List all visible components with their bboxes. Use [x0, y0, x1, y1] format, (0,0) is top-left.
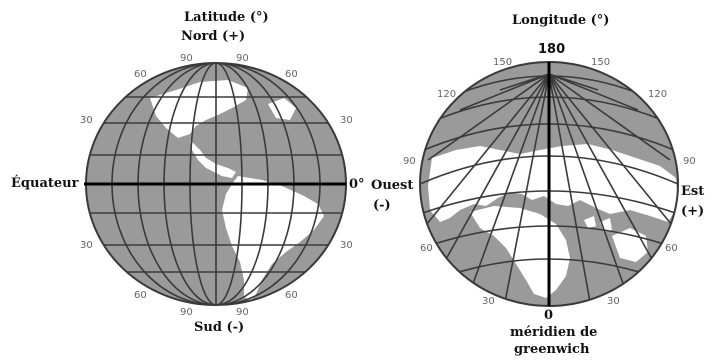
tick-30-right: 30	[607, 296, 620, 307]
tick-180: 180	[538, 42, 566, 57]
tick-120-right: 120	[648, 89, 668, 100]
zero-degree-label: 0°	[349, 177, 365, 192]
meridian-name-line2: greenwich	[514, 342, 590, 357]
latitude-globe	[84, 62, 347, 306]
tick-120-left: 120	[437, 89, 457, 100]
tick-mid-30-left: 30	[80, 115, 93, 126]
tick-low-30-left: 30	[80, 240, 93, 251]
north-label: Nord (+)	[181, 29, 246, 44]
tick-90-left: 90	[403, 156, 416, 167]
west-label: Ouest	[371, 178, 414, 193]
tick-bot-60-left: 60	[134, 290, 147, 301]
equator-label: Équateur	[11, 176, 79, 191]
west-sign-label: (-)	[373, 198, 391, 213]
south-label: Sud (-)	[194, 320, 245, 335]
east-sign-label: (+)	[681, 204, 705, 219]
tick-top-90-right: 90	[236, 53, 249, 64]
tick-90-right: 90	[683, 156, 696, 167]
tick-bot-60-right: 60	[285, 290, 298, 301]
tick-60-left: 60	[420, 243, 433, 254]
east-label: Est	[681, 184, 705, 199]
meridian-zero-label: 0	[544, 308, 554, 323]
tick-150-right: 150	[591, 57, 611, 68]
tick-top-60-left: 60	[134, 69, 147, 80]
tick-top-90-left: 90	[180, 53, 193, 64]
tick-60-right: 60	[665, 243, 678, 254]
tick-bot-90-left: 90	[180, 307, 193, 318]
longitude-globe	[419, 61, 679, 307]
tick-bot-90-right: 90	[236, 307, 249, 318]
tick-mid-30-right: 30	[340, 115, 353, 126]
latitude-title: Latitude (°)	[184, 10, 269, 25]
meridian-name-line1: méridien de	[510, 325, 598, 340]
tick-top-60-right: 60	[285, 69, 298, 80]
longitude-title: Longitude (°)	[512, 13, 610, 28]
tick-low-30-right: 30	[340, 240, 353, 251]
tick-150-left: 150	[493, 57, 513, 68]
tick-30-left: 30	[482, 296, 495, 307]
